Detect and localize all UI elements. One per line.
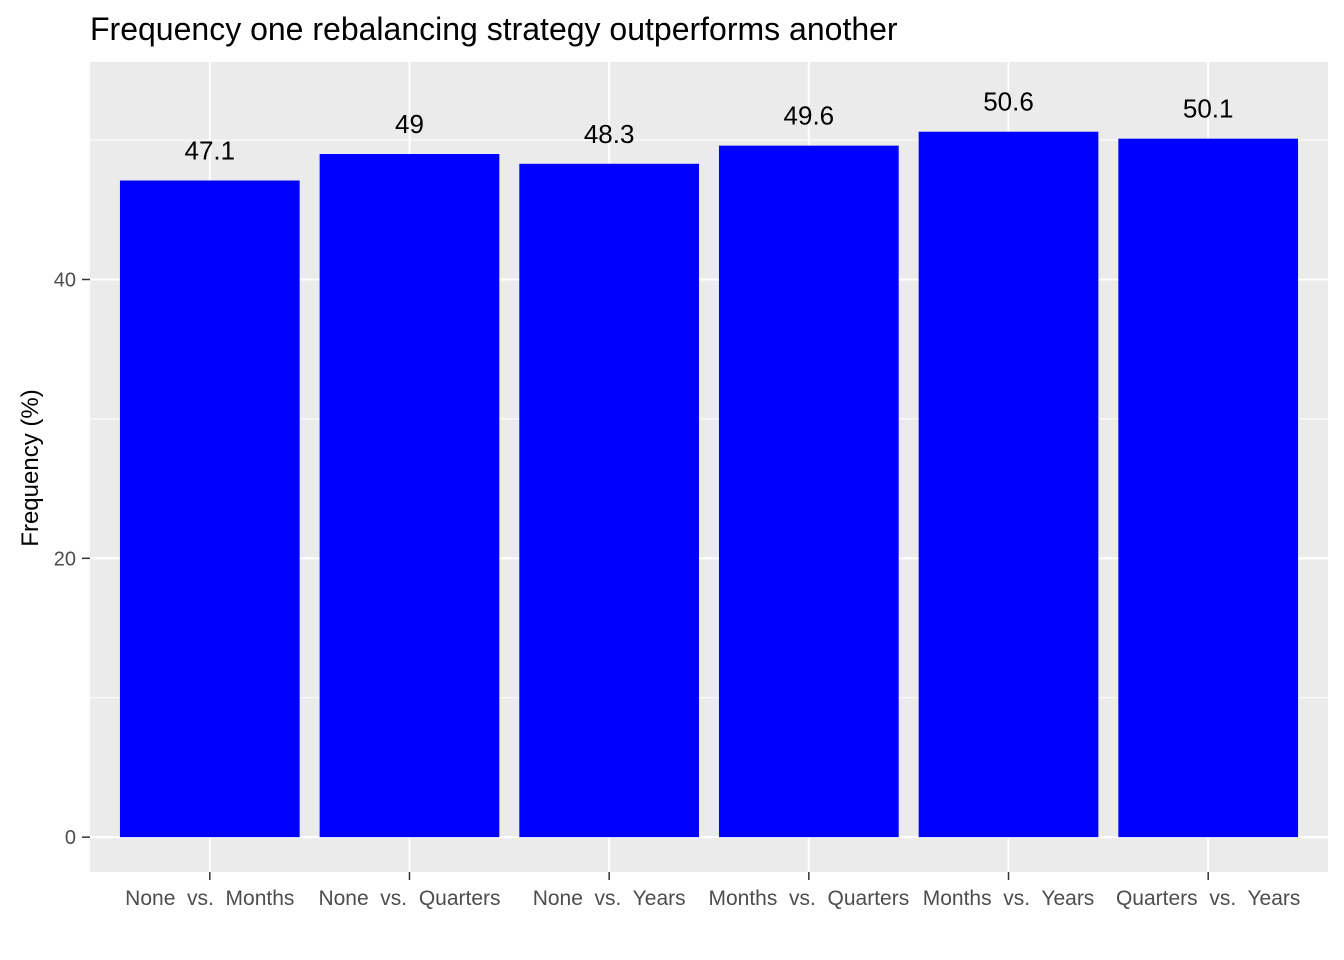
data-label: 50.6 bbox=[983, 87, 1034, 117]
bars bbox=[119, 131, 1299, 838]
bar bbox=[718, 145, 899, 838]
x-axis: None vs. Months None vs. Quarters None vs.… bbox=[125, 872, 1300, 910]
y-tick-label: 20 bbox=[54, 548, 76, 570]
data-label: 47.1 bbox=[185, 136, 236, 166]
data-labels: 47.1 49 48.3 49.6 50.6 50.1 bbox=[185, 87, 1234, 166]
x-tick-label: None vs. Quarters bbox=[318, 887, 500, 910]
bar bbox=[319, 154, 500, 838]
y-axis-title: Frequency (%) bbox=[17, 389, 44, 546]
x-tick-label: Quarters vs. Years bbox=[1116, 887, 1300, 910]
data-label: 49.6 bbox=[784, 101, 835, 131]
x-tick-label: Months vs. Quarters bbox=[708, 887, 909, 910]
y-tick-label: 40 bbox=[54, 269, 76, 291]
bar bbox=[1118, 138, 1299, 838]
chart-title: Frequency one rebalancing strategy outpe… bbox=[90, 11, 898, 47]
data-label: 50.1 bbox=[1183, 94, 1234, 124]
x-tick-label: None vs. Months bbox=[125, 887, 294, 910]
data-label: 49 bbox=[395, 109, 424, 139]
y-axis: 0 20 40 bbox=[54, 269, 90, 849]
y-tick-label: 0 bbox=[65, 827, 76, 849]
bar bbox=[519, 163, 700, 838]
x-tick-label: None vs. Years bbox=[533, 887, 686, 910]
x-tick-label: Months vs. Years bbox=[923, 887, 1095, 910]
data-label: 48.3 bbox=[584, 119, 635, 149]
bar bbox=[119, 180, 300, 838]
bar bbox=[918, 131, 1099, 838]
